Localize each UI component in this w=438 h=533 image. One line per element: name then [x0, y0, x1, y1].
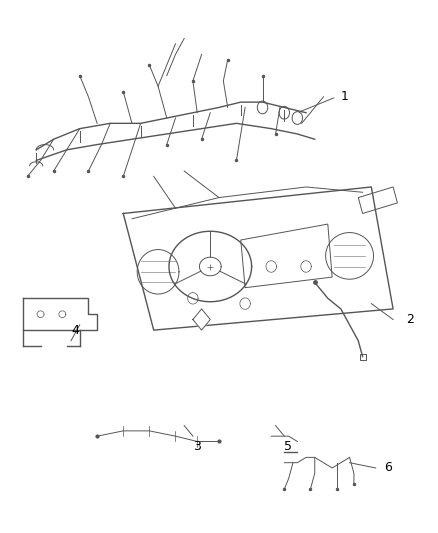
Text: 6: 6 — [385, 462, 392, 474]
Text: 5: 5 — [284, 440, 292, 453]
Text: 1: 1 — [341, 90, 349, 103]
Text: 4: 4 — [71, 324, 79, 337]
Text: 2: 2 — [406, 313, 414, 326]
Text: 3: 3 — [193, 440, 201, 453]
Polygon shape — [123, 187, 393, 330]
Polygon shape — [193, 309, 210, 330]
